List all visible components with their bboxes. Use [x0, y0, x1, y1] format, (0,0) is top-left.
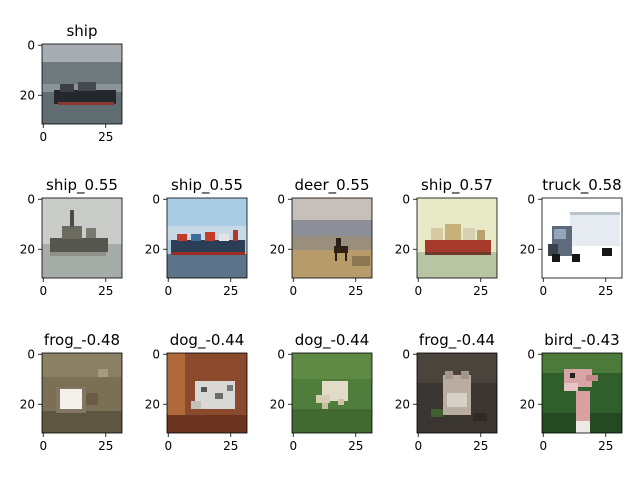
panel-1: ship_0.55 0 25 0 20	[20, 176, 123, 298]
thumbnail-panels: ship 0 25 0 20 ship_0.55 0 25 0 20 ship_0.55 0 25 0 20…	[20, 22, 623, 453]
panel-title: ship_0.57	[421, 176, 493, 195]
ship-harbor-thumbnail	[42, 44, 122, 124]
panel-title: ship_0.55	[46, 176, 118, 195]
deer-field-thumbnail	[292, 198, 372, 278]
panel-10: bird_-0.43 0 25 0 20	[520, 331, 623, 453]
x-tick-label: 25	[223, 284, 238, 298]
y-tick-label: 0	[27, 347, 35, 361]
x-tick-label: 0	[414, 284, 422, 298]
frog-dark-thumbnail	[417, 353, 497, 433]
x-tick-label: 0	[39, 284, 47, 298]
panel-9: frog_-0.44 0 25 0 20	[395, 331, 498, 453]
panel-8: dog_-0.44 0 25 0 20	[270, 331, 373, 453]
panel-title: ship_0.55	[171, 176, 243, 195]
axes-frame	[41, 43, 123, 125]
y-tick-label: 20	[20, 397, 35, 411]
x-tick-label: 0	[289, 439, 297, 453]
ship-tugboat-thumbnail	[42, 198, 122, 278]
panel-title: truck_0.58	[542, 176, 621, 195]
truck-white-trailer-thumbnail	[542, 198, 622, 278]
axes-frame	[41, 197, 123, 279]
panel-4: ship_0.57 0 25 0 20	[395, 176, 498, 298]
ship-cargo-thumbnail	[167, 198, 247, 278]
y-tick-label: 0	[152, 347, 160, 361]
y-tick-label: 20	[270, 397, 285, 411]
x-tick-label: 25	[473, 284, 488, 298]
axes-frame	[166, 352, 248, 434]
x-tick-label: 25	[473, 439, 488, 453]
y-tick-label: 20	[145, 242, 160, 256]
y-tick-label: 0	[27, 192, 35, 206]
x-tick-label: 25	[598, 439, 613, 453]
x-tick-label: 0	[164, 439, 172, 453]
y-tick-label: 20	[395, 242, 410, 256]
panel-title: dog_-0.44	[295, 331, 370, 350]
y-tick-label: 20	[520, 242, 535, 256]
panel-title: dog_-0.44	[170, 331, 245, 350]
x-tick-label: 25	[348, 284, 363, 298]
x-tick-label: 25	[98, 130, 113, 144]
y-tick-label: 20	[270, 242, 285, 256]
dog-lying-thumbnail	[167, 353, 247, 433]
panel-0: ship 0 25 0 20	[20, 22, 123, 144]
y-tick-label: 20	[520, 397, 535, 411]
x-tick-label: 0	[414, 439, 422, 453]
bird-ostrich-thumbnail	[542, 353, 622, 433]
y-tick-label: 0	[152, 192, 160, 206]
y-tick-label: 0	[277, 192, 285, 206]
x-tick-label: 0	[289, 284, 297, 298]
axes-frame	[291, 352, 373, 434]
y-tick-label: 0	[277, 347, 285, 361]
panel-6: frog_-0.48 0 25 0 20	[20, 331, 123, 453]
y-tick-label: 20	[20, 242, 35, 256]
ship-red-hull-thumbnail	[417, 198, 497, 278]
axes-frame	[41, 352, 123, 434]
x-tick-label: 0	[39, 439, 47, 453]
y-tick-label: 20	[145, 397, 160, 411]
y-tick-label: 0	[527, 347, 535, 361]
x-tick-label: 0	[539, 284, 547, 298]
axes-frame	[416, 352, 498, 434]
axes-frame	[166, 197, 248, 279]
axes-frame	[541, 197, 623, 279]
x-tick-label: 25	[223, 439, 238, 453]
axes-frame	[541, 352, 623, 434]
panel-2: ship_0.55 0 25 0 20	[145, 176, 248, 298]
panel-3: deer_0.55 0 25 0 20	[270, 176, 373, 298]
y-tick-label: 0	[402, 192, 410, 206]
panel-5: truck_0.58 0 25 0 20	[520, 176, 623, 298]
panel-title: frog_-0.48	[44, 331, 120, 350]
x-tick-label: 25	[98, 284, 113, 298]
y-tick-label: 0	[402, 347, 410, 361]
frog-brown-thumbnail	[42, 353, 122, 433]
panel-title: frog_-0.44	[419, 331, 495, 350]
y-tick-label: 0	[27, 38, 35, 52]
y-tick-label: 0	[527, 192, 535, 206]
panel-title: ship	[66, 22, 97, 40]
x-tick-label: 0	[539, 439, 547, 453]
axes-frame	[416, 197, 498, 279]
y-tick-label: 20	[20, 88, 35, 102]
panel-7: dog_-0.44 0 25 0 20	[145, 331, 248, 453]
x-tick-label: 0	[164, 284, 172, 298]
panel-title: deer_0.55	[294, 176, 369, 195]
x-tick-label: 25	[98, 439, 113, 453]
axes-frame	[291, 197, 373, 279]
x-tick-label: 25	[598, 284, 613, 298]
dog-grass-thumbnail	[292, 353, 372, 433]
panel-title: bird_-0.43	[544, 331, 619, 350]
x-tick-label: 25	[348, 439, 363, 453]
y-tick-label: 20	[395, 397, 410, 411]
x-tick-label: 0	[39, 130, 47, 144]
